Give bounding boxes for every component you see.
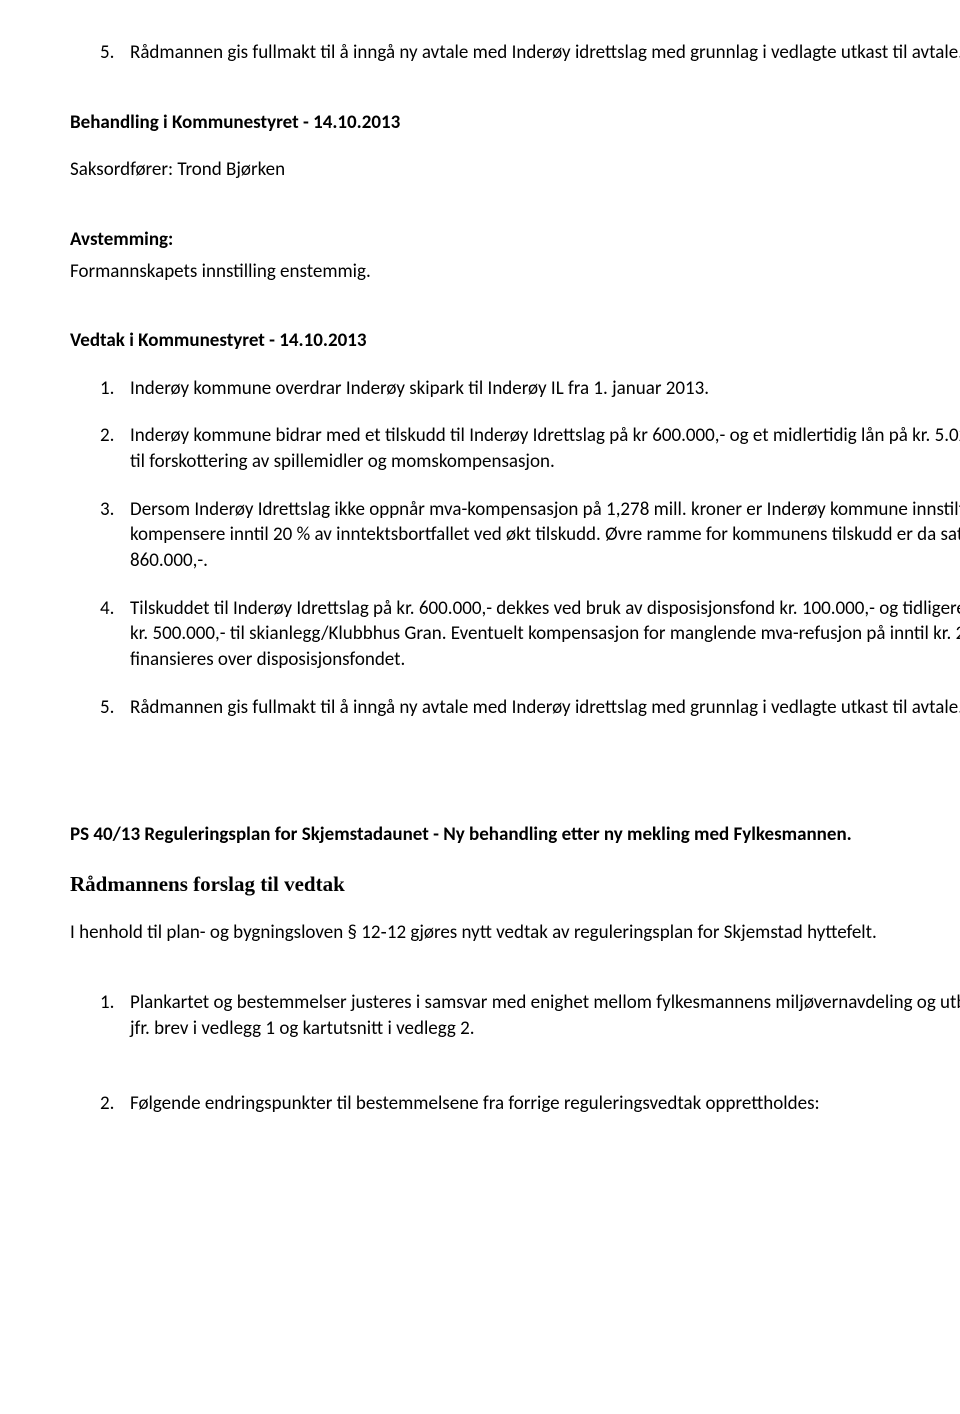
list-number: 5. bbox=[100, 40, 130, 66]
bottom-list: 1. Plankartet og bestemmelser justeres i… bbox=[100, 990, 960, 1117]
ps-heading: PS 40/13 Reguleringsplan for Skjemstadau… bbox=[70, 822, 960, 848]
avstemming-text: Formannskapets innstilling enstemmig. bbox=[70, 259, 960, 285]
list-number: 5. bbox=[100, 695, 130, 721]
vedtak-heading: Vedtak i Kommunestyret - 14.10.2013 bbox=[70, 328, 960, 354]
list-item: 2. Inderøy kommune bidrar med et tilskud… bbox=[100, 423, 960, 474]
list-number: 1. bbox=[100, 990, 130, 1041]
vedtak-list: 1. Inderøy kommune overdrar Inderøy skip… bbox=[100, 376, 960, 720]
list-text: Plankartet og bestemmelser justeres i sa… bbox=[130, 990, 960, 1041]
list-item: 1. Inderøy kommune overdrar Inderøy skip… bbox=[100, 376, 960, 402]
list-text: Tilskuddet til Inderøy Idrettslag på kr.… bbox=[130, 596, 960, 673]
avstemming-label: Avstemming: bbox=[70, 227, 960, 253]
list-item: 2. Følgende endringspunkter til bestemme… bbox=[100, 1091, 960, 1117]
list-item: 1. Plankartet og bestemmelser justeres i… bbox=[100, 990, 960, 1041]
list-text: Inderøy kommune overdrar Inderøy skipark… bbox=[130, 376, 960, 402]
list-number: 4. bbox=[100, 596, 130, 673]
list-text: Følgende endringspunkter til bestemmelse… bbox=[130, 1091, 960, 1117]
list-text: Inderøy kommune bidrar med et tilskudd t… bbox=[130, 423, 960, 474]
list-item: 4. Tilskuddet til Inderøy Idrettslag på … bbox=[100, 596, 960, 673]
list-text: Rådmannen gis fullmakt til å inngå ny av… bbox=[130, 695, 960, 721]
list-text: Dersom Inderøy Idrettslag ikke oppnår mv… bbox=[130, 497, 960, 574]
saksordforer-text: Saksordfører: Trond Bjørken bbox=[70, 157, 960, 183]
list-item: 5. Rådmannen gis fullmakt til å inngå ny… bbox=[100, 695, 960, 721]
list-number: 2. bbox=[100, 1091, 130, 1117]
ihenhold-text: I henhold til plan- og bygningsloven § 1… bbox=[70, 920, 960, 946]
list-text: Rådmannen gis fullmakt til å inngå ny av… bbox=[130, 40, 960, 66]
behandling-heading: Behandling i Kommunestyret - 14.10.2013 bbox=[70, 110, 960, 136]
list-number: 3. bbox=[100, 497, 130, 574]
list-number: 1. bbox=[100, 376, 130, 402]
radmannens-heading: Rådmannens forslag til vedtak bbox=[70, 870, 960, 898]
list-number: 2. bbox=[100, 423, 130, 474]
list-item: 3. Dersom Inderøy Idrettslag ikke oppnår… bbox=[100, 497, 960, 574]
list-item-5-top: 5. Rådmannen gis fullmakt til å inngå ny… bbox=[100, 40, 960, 66]
